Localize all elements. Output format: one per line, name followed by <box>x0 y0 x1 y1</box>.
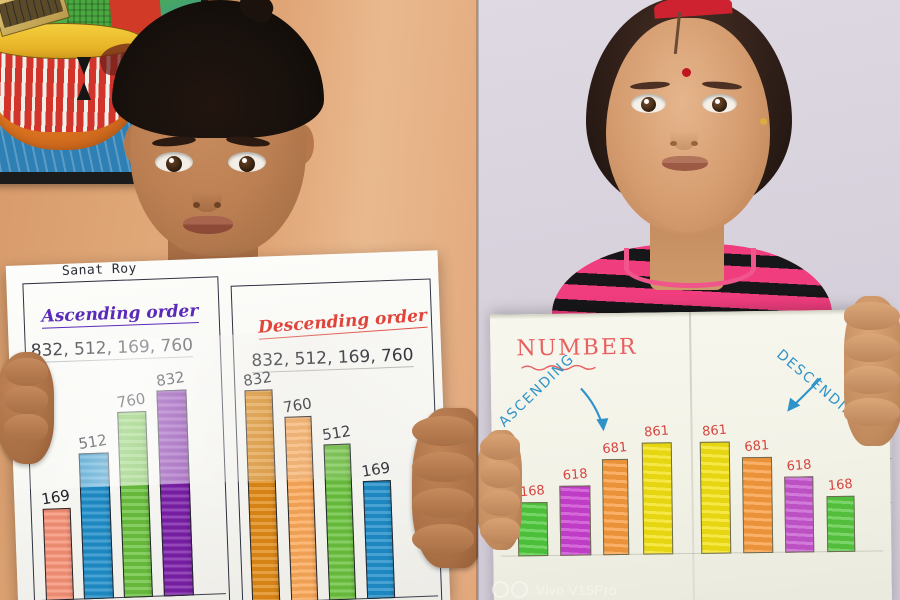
rbar-desc-2: 681 <box>741 438 774 554</box>
poster-left-ascending-descending: Sanat Roy Ascending order 832, 512, 169,… <box>5 250 451 600</box>
bar-value-label: 861 <box>701 422 728 440</box>
finger <box>480 490 520 516</box>
rbar-desc-1: 861 <box>699 423 732 554</box>
bar-value-label: 168 <box>827 476 854 494</box>
finger <box>844 334 900 362</box>
girl-bindi <box>682 68 691 77</box>
photo-left-boy-with-poster: Sanat Roy Ascending order 832, 512, 169,… <box>0 0 478 600</box>
finger <box>412 488 474 518</box>
poster-center-fold <box>688 311 696 600</box>
finger <box>412 524 474 554</box>
finger <box>4 358 48 386</box>
rbar-asc-2: 618 <box>559 467 592 556</box>
bar-value-label: 681 <box>743 438 770 456</box>
finger <box>480 434 520 460</box>
ascending-arrow-icon <box>580 387 609 432</box>
art-triangle-mark <box>77 56 92 75</box>
girl-eye-right <box>702 94 737 113</box>
finger <box>480 518 520 544</box>
logo-circle <box>511 581 528 598</box>
bar-fill-texture <box>785 477 814 552</box>
bar-fill-texture <box>518 503 548 556</box>
bar-fill-texture <box>285 416 318 600</box>
boy-iris-right <box>239 156 255 172</box>
title-wavy-underline <box>521 364 596 371</box>
rbar-desc-4: 168 <box>826 477 856 553</box>
photo-right-girl-with-poster: NUMBER ASCENDING DESCENDING 168 <box>478 0 900 600</box>
descending-arrow-icon <box>787 377 822 412</box>
girl-hand-left <box>478 430 522 550</box>
bar-asc-1: 169 <box>40 486 75 600</box>
bar-fill-texture <box>157 390 193 596</box>
rbar-asc-1: 168 <box>517 483 549 557</box>
boy-hand-left <box>0 352 54 464</box>
poster-right-number-chart: NUMBER ASCENDING DESCENDING 168 <box>489 309 893 600</box>
bar-desc-3: 512 <box>320 422 357 600</box>
image-seam-divider <box>476 0 479 600</box>
poster-title-number: NUMBER <box>516 334 638 362</box>
bar-value-label: 168 <box>519 483 546 501</box>
bar-fill-texture <box>118 412 152 597</box>
boy-eye-right <box>228 152 266 172</box>
watermark-text: Vivo V15Pro <box>536 581 617 598</box>
finger <box>844 366 900 394</box>
bar-fill-texture <box>742 457 773 553</box>
boy-iris-left <box>166 156 182 172</box>
bar-fill-texture <box>363 481 395 598</box>
bar-value-label: 861 <box>643 423 670 441</box>
art-triangle-mark <box>77 82 92 100</box>
finger <box>4 386 48 414</box>
boy-lips <box>183 216 233 234</box>
girl-earring <box>760 118 767 125</box>
girl-tshirt-collar <box>624 248 756 288</box>
finger <box>480 462 520 488</box>
label-ascending: ASCENDING <box>495 350 578 431</box>
boy-nose <box>192 178 222 212</box>
bar-fill-texture <box>324 444 356 600</box>
bar-value-label: 681 <box>601 440 628 458</box>
camera-watermark: Vivo V15Pro <box>492 581 617 598</box>
bar-value-label: 618 <box>561 466 588 484</box>
rbar-desc-3: 618 <box>784 457 815 553</box>
girl-hand-right <box>844 296 900 446</box>
girl-iris-left <box>641 97 656 112</box>
bar-desc-4: 169 <box>360 458 396 600</box>
finger <box>844 398 900 426</box>
bar-fill-texture <box>560 486 591 555</box>
finger <box>844 302 900 330</box>
girl-eye-left <box>631 94 666 113</box>
finger <box>412 416 474 446</box>
bar-value-label: 618 <box>785 457 812 475</box>
finger <box>412 452 474 482</box>
logo-circle <box>492 581 509 598</box>
boy-eye-left <box>155 152 193 172</box>
rbar-asc-3: 681 <box>602 440 630 556</box>
finger <box>4 414 48 442</box>
girl-nose <box>670 116 698 150</box>
bar-asc-2: 512 <box>77 431 114 600</box>
bar-fill-texture <box>602 459 629 555</box>
girl-lips <box>662 156 708 171</box>
girl-iris-right <box>712 97 727 112</box>
rbar-asc-4: 861 <box>641 423 674 555</box>
bar-fill-texture <box>700 442 731 553</box>
bar-fill-texture <box>642 443 673 554</box>
vivo-logo-icon <box>492 581 528 598</box>
student-name-label: Sanat Roy <box>61 261 138 279</box>
boy-hand-right <box>412 408 478 568</box>
bar-fill-texture <box>43 508 73 600</box>
bar-fill-texture <box>79 453 113 599</box>
bar-fill-texture <box>827 496 855 552</box>
